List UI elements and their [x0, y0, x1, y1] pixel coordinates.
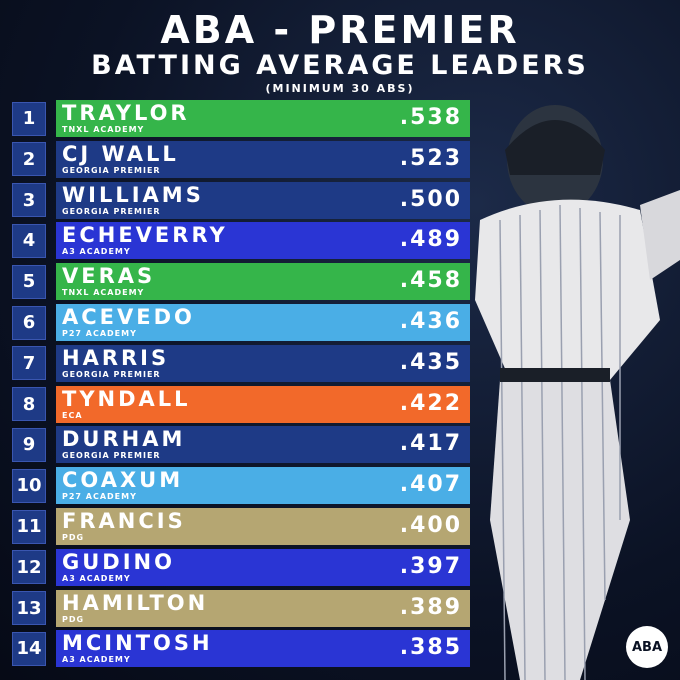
rank: 2 [12, 142, 46, 177]
team-name: A3 ACADEMY [62, 655, 131, 665]
player-name: ECHEVERRY [62, 223, 228, 248]
team-name: GEORGIA PREMIER [62, 451, 161, 461]
row-bar: HARRIS GEORGIA PREMIER .435 [56, 344, 470, 382]
player-name: HARRIS [62, 345, 170, 370]
row-bar: TYNDALL ECA .422 [56, 385, 470, 423]
rank: 5 [12, 264, 46, 299]
player-name: WILLIAMS [62, 182, 204, 207]
team-name: GEORGIA PREMIER [62, 206, 161, 216]
team-name: TNXL ACADEMY [62, 288, 145, 298]
team-name: GEORGIA PREMIER [62, 369, 161, 379]
team-name: A3 ACADEMY [62, 573, 131, 583]
row-bar: CJ WALL GEORGIA PREMIER .523 [56, 140, 470, 178]
batting-average: .436 [399, 309, 462, 334]
batting-average: .523 [399, 145, 462, 171]
logo: ABA [626, 626, 668, 668]
player-name: DURHAM [62, 427, 186, 452]
team-name: A3 ACADEMY [62, 247, 131, 257]
player-name: HAMILTON [62, 590, 209, 615]
player-name: FRANCIS [62, 509, 186, 533]
rank: 9 [12, 427, 46, 462]
team-name: PDG [62, 614, 85, 624]
rank: 13 [12, 591, 46, 626]
title: ABA - PREMIER [160, 8, 520, 52]
row-bar: ECHEVERRY A3 ACADEMY .489 [56, 222, 470, 260]
batting-average: .458 [399, 268, 462, 294]
rank: 1 [12, 101, 46, 136]
row-bar: GUDINO A3 ACADEMY .397 [56, 548, 470, 586]
row-bar: ACEVEDO P27 ACADEMY .436 [56, 304, 470, 341]
row-bar: COAXUM P27 ACADEMY .407 [56, 467, 470, 505]
batting-average: .407 [399, 472, 462, 498]
player-name: TRAYLOR [62, 101, 190, 125]
row-bar: VERAS TNXL ACADEMY .458 [56, 263, 470, 301]
team-name: P27 ACADEMY [62, 492, 137, 502]
batting-average: .422 [399, 390, 462, 416]
batting-average: .389 [399, 594, 462, 620]
row-bar: WILLIAMS GEORGIA PREMIER .500 [56, 181, 470, 219]
batting-average: .500 [399, 186, 462, 212]
batting-average: .397 [399, 553, 462, 579]
player-name: GUDINO [62, 549, 175, 574]
team-name: ECA [62, 410, 83, 420]
batting-average: .435 [399, 349, 462, 375]
row-bar: TRAYLOR TNXL ACADEMY .538 [56, 100, 470, 137]
rank: 3 [12, 183, 46, 218]
note: (MINIMUM 30 ABS) [265, 82, 415, 95]
player-name: MCINTOSH [62, 631, 213, 656]
batting-average: .489 [399, 227, 462, 253]
row-bar: MCINTOSH A3 ACADEMY .385 [56, 630, 470, 668]
batting-average: .400 [399, 513, 462, 538]
row-bar: FRANCIS PDG .400 [56, 508, 470, 545]
batting-average: .538 [399, 105, 462, 130]
row-bar: DURHAM GEORGIA PREMIER .417 [56, 426, 470, 464]
batting-average: .417 [399, 431, 462, 457]
rank: 10 [12, 468, 46, 503]
rank: 11 [12, 509, 46, 544]
team-name: GEORGIA PREMIER [62, 165, 161, 175]
rank: 12 [12, 550, 46, 585]
team-name: P27 ACADEMY [62, 329, 137, 338]
team-name: PDG [62, 533, 85, 542]
rank: 4 [12, 223, 46, 258]
row-bar: HAMILTON PDG .389 [56, 589, 470, 627]
subtitle: BATTING AVERAGE LEADERS [91, 50, 589, 81]
player-name: TYNDALL [62, 386, 191, 411]
rank: 8 [12, 387, 46, 422]
batting-average: .385 [399, 635, 462, 661]
rank: 6 [12, 305, 46, 340]
player-name: COAXUM [62, 468, 184, 493]
team-name: TNXL ACADEMY [62, 125, 145, 134]
player-name: CJ WALL [62, 141, 179, 166]
rank: 7 [12, 346, 46, 381]
rank: 14 [12, 631, 46, 666]
player-name: VERAS [62, 264, 156, 289]
player-name: ACEVEDO [62, 305, 195, 329]
